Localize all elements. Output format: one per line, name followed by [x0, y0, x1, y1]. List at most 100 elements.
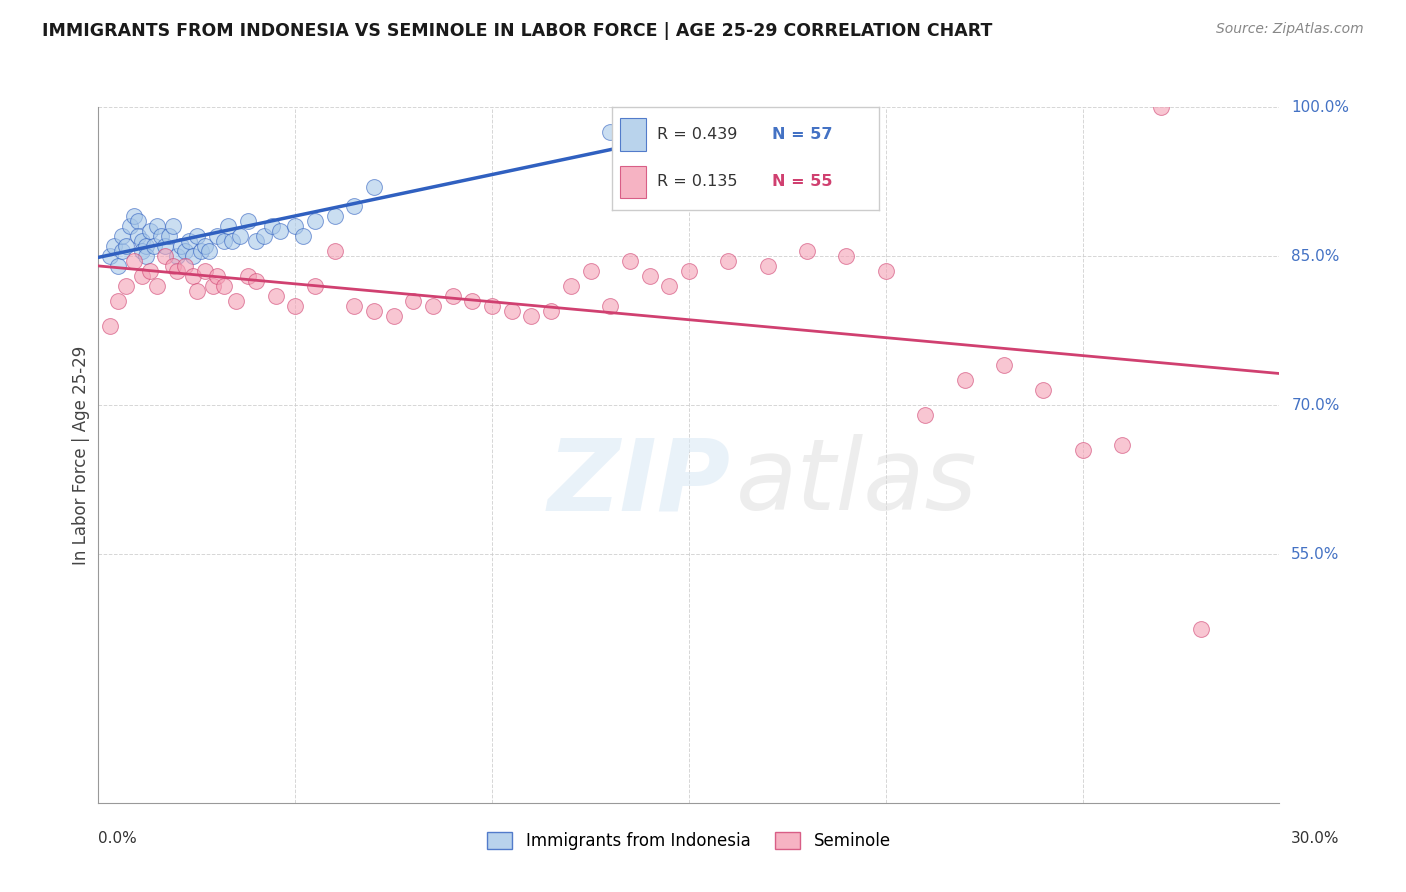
Point: [118, 219, 141, 234]
Point: [162, 259, 184, 273]
Point: [135, 239, 157, 253]
Point: [146, 279, 169, 293]
Point: [201, 279, 224, 293]
Point: [217, 219, 239, 234]
Point: [717, 254, 740, 268]
Point: [166, 249, 188, 263]
Point: [1150, 100, 1173, 114]
Point: [540, 303, 562, 318]
Point: [98, 249, 121, 263]
Point: [197, 244, 219, 259]
Point: [221, 234, 243, 248]
Point: [658, 125, 681, 139]
Point: [225, 293, 247, 308]
Text: 55.0%: 55.0%: [1291, 547, 1340, 562]
Point: [875, 264, 897, 278]
Point: [131, 244, 153, 259]
Point: [284, 219, 307, 234]
Point: [186, 229, 208, 244]
Point: [135, 249, 157, 263]
Point: [599, 299, 621, 313]
Point: [993, 359, 1015, 373]
Point: [402, 293, 425, 308]
Point: [229, 229, 252, 244]
Point: [194, 239, 217, 253]
Bar: [620, 166, 647, 198]
Point: [737, 115, 759, 129]
Point: [1189, 622, 1212, 636]
Text: N = 55: N = 55: [772, 175, 832, 189]
Point: [717, 110, 740, 124]
Point: [170, 239, 193, 253]
Point: [599, 125, 621, 139]
Text: 0.0%: 0.0%: [98, 830, 138, 846]
Point: [304, 214, 326, 228]
Legend: Immigrants from Indonesia, Seminole: Immigrants from Indonesia, Seminole: [481, 826, 897, 857]
Point: [953, 373, 976, 387]
Point: [115, 279, 138, 293]
Point: [181, 249, 204, 263]
Point: [111, 229, 134, 244]
Text: 85.0%: 85.0%: [1291, 249, 1340, 264]
Y-axis label: In Labor Force | Age 25-29: In Labor Force | Age 25-29: [72, 345, 90, 565]
Point: [174, 244, 197, 259]
Point: [796, 105, 818, 120]
Point: [236, 214, 259, 228]
Point: [264, 289, 287, 303]
Point: [914, 408, 936, 422]
Point: [236, 268, 259, 283]
Text: 70.0%: 70.0%: [1291, 398, 1340, 413]
Point: [304, 279, 326, 293]
Point: [131, 234, 153, 248]
Point: [98, 318, 121, 333]
Point: [697, 125, 720, 139]
Point: [205, 229, 228, 244]
Point: [619, 129, 641, 144]
Text: atlas: atlas: [737, 434, 977, 532]
Point: [150, 229, 173, 244]
Point: [363, 179, 385, 194]
Point: [131, 268, 153, 283]
Text: N = 57: N = 57: [772, 128, 832, 142]
Point: [181, 268, 204, 283]
Point: [260, 219, 283, 234]
Point: [796, 244, 818, 259]
Point: [835, 249, 858, 263]
Point: [177, 234, 200, 248]
Point: [284, 299, 307, 313]
Point: [292, 229, 315, 244]
Point: [155, 249, 177, 263]
Point: [122, 254, 145, 268]
Point: [638, 120, 661, 134]
Point: [103, 239, 125, 253]
Text: R = 0.135: R = 0.135: [657, 175, 738, 189]
Point: [157, 229, 180, 244]
Point: [214, 234, 236, 248]
Point: [619, 254, 641, 268]
Point: [343, 199, 366, 213]
Text: R = 0.439: R = 0.439: [657, 128, 737, 142]
Point: [481, 299, 503, 313]
Text: ZIP: ZIP: [547, 434, 730, 532]
Text: 100.0%: 100.0%: [1291, 100, 1350, 114]
Text: Source: ZipAtlas.com: Source: ZipAtlas.com: [1216, 22, 1364, 37]
Point: [756, 110, 779, 124]
Point: [441, 289, 464, 303]
Text: IMMIGRANTS FROM INDONESIA VS SEMINOLE IN LABOR FORCE | AGE 25-29 CORRELATION CHA: IMMIGRANTS FROM INDONESIA VS SEMINOLE IN…: [42, 22, 993, 40]
Point: [501, 303, 523, 318]
Bar: [620, 119, 647, 151]
Point: [174, 259, 197, 273]
Point: [269, 224, 291, 238]
Point: [186, 284, 208, 298]
Point: [127, 214, 149, 228]
Point: [323, 244, 346, 259]
Point: [122, 210, 145, 224]
Point: [214, 279, 236, 293]
Point: [678, 120, 700, 134]
Point: [245, 234, 267, 248]
Point: [155, 239, 177, 253]
Point: [560, 279, 582, 293]
Point: [579, 264, 602, 278]
Point: [658, 279, 681, 293]
Point: [245, 274, 267, 288]
